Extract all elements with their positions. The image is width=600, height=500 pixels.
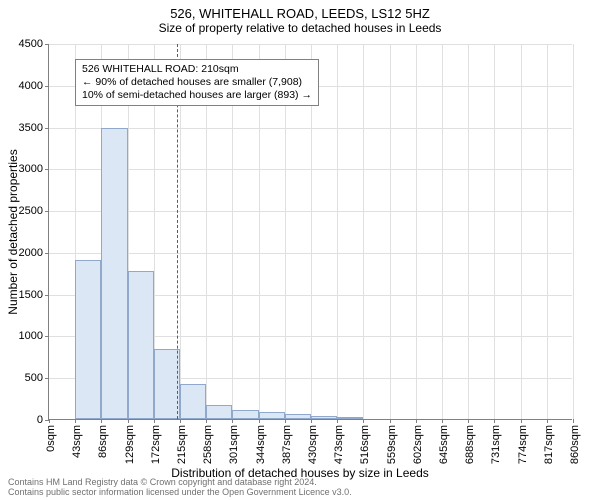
- annotation-line3: 10% of semi-detached houses are larger (…: [82, 89, 312, 102]
- ytick-mark: [45, 44, 49, 45]
- annotation-box: 526 WHITEHALL ROAD: 210sqm← 90% of detac…: [75, 59, 319, 106]
- xtick-mark: [311, 419, 312, 423]
- xtick-label: 559sqm: [386, 425, 398, 464]
- histogram-bar: [337, 417, 363, 419]
- xtick-label: 215sqm: [176, 425, 188, 464]
- xtick-mark: [573, 419, 574, 423]
- gridline-v: [494, 44, 495, 419]
- xtick-mark: [521, 419, 522, 423]
- histogram-bar: [75, 260, 101, 419]
- xtick-mark: [416, 419, 417, 423]
- gridline-v: [337, 44, 338, 419]
- xtick-mark: [128, 419, 129, 423]
- xtick-mark: [390, 419, 391, 423]
- xtick-label: 43sqm: [71, 425, 83, 458]
- ytick-label: 500: [25, 372, 43, 384]
- histogram-bar: [128, 271, 154, 419]
- gridline-v: [390, 44, 391, 419]
- ytick-label: 4500: [19, 38, 43, 50]
- chart-subtitle: Size of property relative to detached ho…: [0, 21, 600, 35]
- gridline-v: [442, 44, 443, 419]
- histogram-bar: [180, 384, 206, 419]
- xtick-label: 0sqm: [45, 425, 57, 452]
- plot-area: 0500100015002000250030003500400045000sqm…: [48, 44, 572, 420]
- footer-attribution: Contains HM Land Registry data © Crown c…: [8, 478, 352, 498]
- histogram-bar: [232, 410, 258, 419]
- xtick-mark: [285, 419, 286, 423]
- xtick-label: 602sqm: [412, 425, 424, 464]
- xtick-label: 301sqm: [228, 425, 240, 464]
- ytick-mark: [45, 128, 49, 129]
- gridline-v: [521, 44, 522, 419]
- ytick-label: 2500: [19, 205, 43, 217]
- xtick-mark: [442, 419, 443, 423]
- xtick-mark: [180, 419, 181, 423]
- gridline-v: [468, 44, 469, 419]
- gridline-v: [573, 44, 574, 419]
- xtick-mark: [232, 419, 233, 423]
- xtick-mark: [363, 419, 364, 423]
- xtick-label: 473sqm: [333, 425, 345, 464]
- ytick-label: 0: [37, 414, 43, 426]
- xtick-mark: [259, 419, 260, 423]
- xtick-mark: [494, 419, 495, 423]
- ytick-label: 2000: [19, 247, 43, 259]
- xtick-mark: [206, 419, 207, 423]
- xtick-label: 860sqm: [569, 425, 581, 464]
- xtick-label: 688sqm: [464, 425, 476, 464]
- xtick-label: 344sqm: [255, 425, 267, 464]
- xtick-mark: [75, 419, 76, 423]
- xtick-mark: [337, 419, 338, 423]
- y-axis-label: Number of detached properties: [6, 149, 20, 314]
- ytick-label: 1500: [19, 289, 43, 301]
- xtick-mark: [547, 419, 548, 423]
- xtick-label: 86sqm: [97, 425, 109, 458]
- chart: 0500100015002000250030003500400045000sqm…: [48, 44, 572, 420]
- histogram-bar: [285, 414, 311, 419]
- xtick-label: 731sqm: [490, 425, 502, 464]
- xtick-label: 774sqm: [517, 425, 529, 464]
- xtick-mark: [49, 419, 50, 423]
- ytick-mark: [45, 253, 49, 254]
- ytick-label: 3500: [19, 122, 43, 134]
- ytick-mark: [45, 86, 49, 87]
- gridline-v: [547, 44, 548, 419]
- annotation-line1: 526 WHITEHALL ROAD: 210sqm: [82, 63, 312, 76]
- xtick-label: 817sqm: [543, 425, 555, 464]
- xtick-label: 258sqm: [202, 425, 214, 464]
- histogram-bar: [311, 416, 337, 419]
- xtick-label: 516sqm: [359, 425, 371, 464]
- ytick-mark: [45, 378, 49, 379]
- footer-line2: Contains public sector information licen…: [8, 488, 352, 498]
- xtick-mark: [468, 419, 469, 423]
- ytick-label: 1000: [19, 330, 43, 342]
- ytick-label: 3000: [19, 163, 43, 175]
- histogram-bar: [206, 405, 232, 419]
- gridline-v: [416, 44, 417, 419]
- histogram-bar: [259, 412, 285, 419]
- ytick-mark: [45, 295, 49, 296]
- ytick-mark: [45, 336, 49, 337]
- gridline-v: [363, 44, 364, 419]
- xtick-label: 129sqm: [124, 425, 136, 464]
- xtick-mark: [154, 419, 155, 423]
- xtick-mark: [101, 419, 102, 423]
- chart-title: 526, WHITEHALL ROAD, LEEDS, LS12 5HZ: [0, 0, 600, 21]
- ytick-mark: [45, 169, 49, 170]
- histogram-bar: [101, 128, 127, 419]
- annotation-line2: ← 90% of detached houses are smaller (7,…: [82, 76, 312, 89]
- xtick-label: 387sqm: [281, 425, 293, 464]
- ytick-mark: [45, 211, 49, 212]
- xtick-label: 172sqm: [150, 425, 162, 464]
- xtick-label: 430sqm: [307, 425, 319, 464]
- ytick-label: 4000: [19, 80, 43, 92]
- xtick-label: 645sqm: [438, 425, 450, 464]
